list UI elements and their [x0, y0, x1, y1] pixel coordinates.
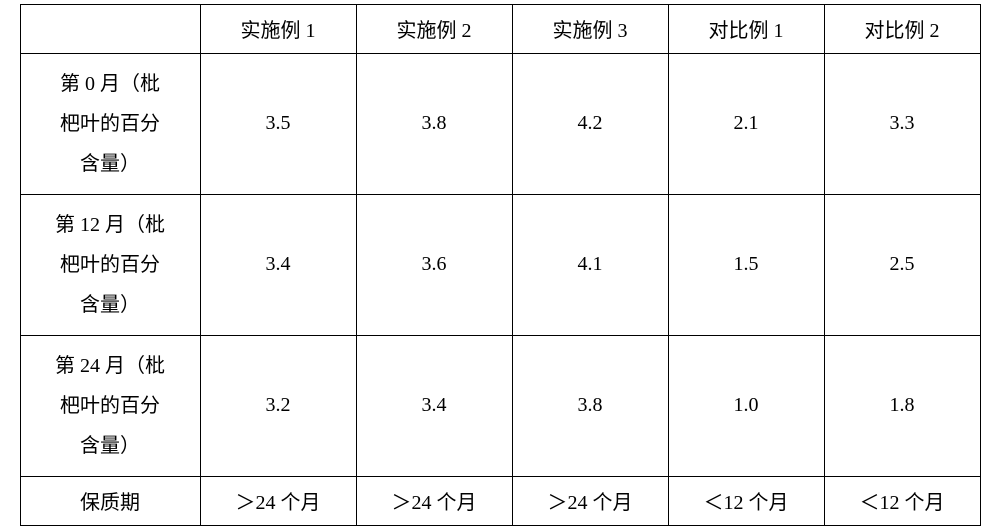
cell-m24-ex3: 3.8	[512, 335, 668, 476]
row-label-line: 含量）	[80, 294, 140, 316]
row-label-month12: 第 12 月（枇 杷叶的百分 含量）	[20, 194, 200, 335]
row-label-line: 第 24 月（枇	[55, 355, 165, 377]
row-label-line: 杷叶的百分	[60, 395, 160, 417]
row-label-line: 含量）	[80, 435, 140, 457]
cell-m24-ex2: 3.4	[356, 335, 512, 476]
table-row: 第 12 月（枇 杷叶的百分 含量） 3.4 3.6 4.1 1.5 2.5	[20, 194, 980, 335]
data-table: 实施例 1 实施例 2 实施例 3 对比例 1 对比例 2 第 0 月（枇 杷叶…	[20, 4, 981, 526]
cell-shelf-ex3: ＞24 个月	[512, 476, 668, 525]
row-label-line: 第 12 月（枇	[55, 214, 165, 236]
row-label-line: 第 0 月（枇	[60, 73, 160, 95]
row-label-month0: 第 0 月（枇 杷叶的百分 含量）	[20, 53, 200, 194]
cell-m0-ex2: 3.8	[356, 53, 512, 194]
cell-m0-cp2: 3.3	[824, 53, 980, 194]
header-cell-example1: 实施例 1	[200, 4, 356, 53]
cell-m0-ex3: 4.2	[512, 53, 668, 194]
cell-m12-ex3: 4.1	[512, 194, 668, 335]
table-row: 第 0 月（枇 杷叶的百分 含量） 3.5 3.8 4.2 2.1 3.3	[20, 53, 980, 194]
cell-shelf-cp1: ＜12 个月	[668, 476, 824, 525]
header-cell-blank	[20, 4, 200, 53]
cell-shelf-ex1: ＞24 个月	[200, 476, 356, 525]
row-label-line: 杷叶的百分	[60, 254, 160, 276]
cell-m12-cp2: 2.5	[824, 194, 980, 335]
row-label-line: 杷叶的百分	[60, 113, 160, 135]
cell-shelf-cp2: ＜12 个月	[824, 476, 980, 525]
cell-m24-cp1: 1.0	[668, 335, 824, 476]
table-row: 保质期 ＞24 个月 ＞24 个月 ＞24 个月 ＜12 个月 ＜12 个月	[20, 476, 980, 525]
cell-m12-cp1: 1.5	[668, 194, 824, 335]
cell-m12-ex2: 3.6	[356, 194, 512, 335]
table-header-row: 实施例 1 实施例 2 实施例 3 对比例 1 对比例 2	[20, 4, 980, 53]
cell-m12-ex1: 3.4	[200, 194, 356, 335]
cell-m24-cp2: 1.8	[824, 335, 980, 476]
table-row: 第 24 月（枇 杷叶的百分 含量） 3.2 3.4 3.8 1.0 1.8	[20, 335, 980, 476]
cell-m0-cp1: 2.1	[668, 53, 824, 194]
cell-m0-ex1: 3.5	[200, 53, 356, 194]
cell-shelf-ex2: ＞24 个月	[356, 476, 512, 525]
row-label-shelf-life: 保质期	[20, 476, 200, 525]
header-cell-compare2: 对比例 2	[824, 4, 980, 53]
row-label-line: 含量）	[80, 153, 140, 175]
cell-m24-ex1: 3.2	[200, 335, 356, 476]
header-cell-compare1: 对比例 1	[668, 4, 824, 53]
row-label-month24: 第 24 月（枇 杷叶的百分 含量）	[20, 335, 200, 476]
header-cell-example3: 实施例 3	[512, 4, 668, 53]
header-cell-example2: 实施例 2	[356, 4, 512, 53]
